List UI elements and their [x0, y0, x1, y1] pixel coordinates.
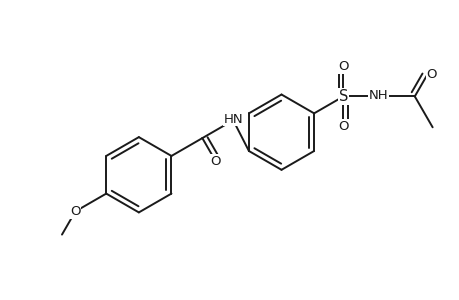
Text: NH: NH [368, 89, 387, 102]
Text: HN: HN [224, 113, 243, 126]
Text: O: O [70, 205, 80, 218]
Text: O: O [337, 119, 348, 133]
Text: O: O [425, 68, 436, 81]
Text: S: S [338, 89, 347, 104]
Text: O: O [210, 155, 220, 168]
Text: O: O [337, 60, 348, 73]
